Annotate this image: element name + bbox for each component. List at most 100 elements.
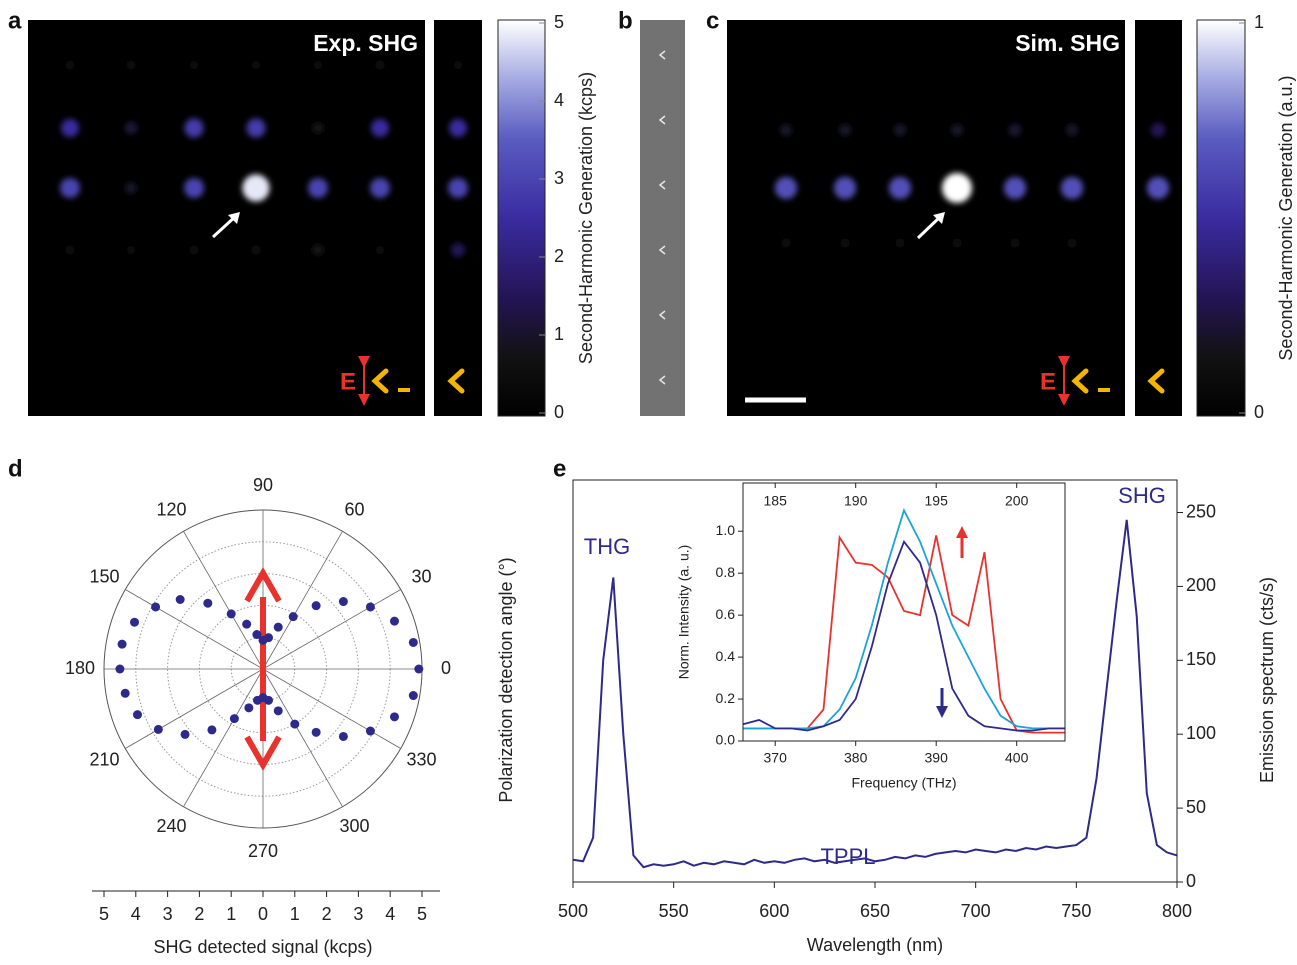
- image-title: Sim. SHG: [1015, 30, 1120, 56]
- colorbar-tick-label: 0: [554, 402, 564, 422]
- field-label: E: [340, 368, 356, 395]
- side-frame: [434, 20, 482, 416]
- sem-particle: [658, 310, 666, 320]
- x-tick-label: 500: [558, 901, 588, 921]
- colorbar-tick-label: 1: [1254, 12, 1264, 32]
- data-point: [244, 703, 254, 713]
- panel-letter: a: [8, 7, 22, 34]
- sem-particle: [658, 375, 666, 385]
- inset-line: [742, 539, 1065, 732]
- spot: [371, 119, 389, 137]
- spot: [840, 238, 850, 248]
- data-point: [288, 612, 298, 622]
- inset-x2-tick-label: 195: [925, 493, 949, 509]
- angle-grid: [125, 668, 264, 749]
- data-point: [151, 602, 161, 612]
- spot: [312, 244, 324, 256]
- spot: [184, 118, 204, 138]
- shift-arrow-head: [936, 706, 948, 718]
- x-tick-label: 0: [258, 904, 268, 924]
- field-label: E: [1040, 368, 1056, 395]
- angle-tick-label: 120: [156, 499, 186, 519]
- side-spot: [1153, 238, 1163, 248]
- x-tick-label: 4: [131, 904, 141, 924]
- data-point: [408, 637, 418, 647]
- side-spot: [451, 243, 465, 257]
- panel-letter: d: [8, 455, 23, 482]
- chevron-icon: [1071, 368, 1089, 394]
- colorbar: [1196, 19, 1246, 417]
- x-axis-label: Wavelength (nm): [807, 935, 943, 955]
- data-point: [115, 664, 125, 674]
- y-tick-label: 250: [1186, 501, 1216, 521]
- spot: [251, 245, 261, 255]
- data-point: [130, 617, 140, 627]
- sem-particle: [658, 180, 666, 190]
- angle-grid: [262, 668, 343, 807]
- spot: [833, 176, 857, 200]
- inset-y-axis-label: Norm. Intensity (a. u.): [676, 545, 692, 680]
- y-tick-label: 200: [1186, 575, 1216, 595]
- spots: [60, 60, 468, 257]
- pointer-head: [933, 212, 945, 224]
- colorbar-label: Second-Harmonic Generation (kcps): [576, 72, 596, 364]
- inset-y-tick-label: 0.4: [716, 648, 736, 664]
- angle-grid: [183, 668, 264, 807]
- side-frame: [1135, 20, 1182, 416]
- inset-y-tick-label: 0.0: [716, 732, 736, 748]
- inset-x-tick-label: 390: [925, 750, 949, 766]
- angle-tick-label: 330: [406, 749, 436, 769]
- panel-letter: e: [553, 455, 566, 482]
- spot: [375, 60, 385, 70]
- spot: [838, 123, 852, 137]
- side-spot: [1150, 122, 1166, 138]
- spot: [65, 60, 75, 70]
- angle-tick-label: 60: [344, 499, 364, 519]
- peak-label: TPPL: [820, 844, 875, 869]
- angle-tick-label: 0: [441, 658, 451, 678]
- data-point: [389, 616, 399, 626]
- data-point: [226, 609, 236, 619]
- spot: [126, 60, 136, 70]
- spot: [251, 60, 261, 70]
- peak-label: SHG: [1118, 483, 1166, 508]
- data-point: [414, 664, 424, 674]
- x-tick-label: 2: [194, 904, 204, 924]
- spot: [189, 245, 199, 255]
- inset-x-tick-label: 380: [844, 750, 868, 766]
- spot: [313, 60, 323, 70]
- colorbar-tick-label: 2: [554, 246, 564, 266]
- data-point: [120, 688, 130, 698]
- image-frame: [28, 20, 425, 416]
- data-point: [203, 598, 213, 608]
- spot: [1067, 238, 1077, 248]
- angle-tick-label: 270: [248, 841, 278, 861]
- data-point: [365, 602, 375, 612]
- angle-tick-label: 300: [339, 816, 369, 836]
- angle-tick-label: 90: [253, 475, 273, 495]
- spot: [184, 178, 204, 198]
- inset-x-tick-label: 370: [764, 750, 788, 766]
- x-tick-label: 750: [1061, 901, 1091, 921]
- side-spot: [1146, 176, 1170, 200]
- side-spot: [448, 178, 468, 198]
- x-tick-label: 5: [99, 904, 109, 924]
- x-tick-label: 2: [322, 904, 332, 924]
- spot: [888, 176, 912, 200]
- inset-x-tick-label: 400: [1005, 750, 1029, 766]
- shift-arrow-head: [956, 526, 968, 538]
- x-tick-label: 800: [1162, 901, 1192, 921]
- x-tick-label: 3: [163, 904, 173, 924]
- sem-particle: [658, 50, 666, 60]
- spot: [1010, 238, 1020, 248]
- data-point: [132, 710, 142, 720]
- y-tick-label: 100: [1186, 723, 1216, 743]
- sem-image: [640, 20, 685, 416]
- y-tick-label: 50: [1186, 797, 1206, 817]
- angle-grid: [183, 531, 264, 670]
- side-spot: [449, 119, 467, 137]
- spot: [312, 122, 324, 134]
- spot: [893, 123, 907, 137]
- inset-y-tick-label: 0.2: [716, 690, 736, 706]
- spots: [774, 122, 1170, 248]
